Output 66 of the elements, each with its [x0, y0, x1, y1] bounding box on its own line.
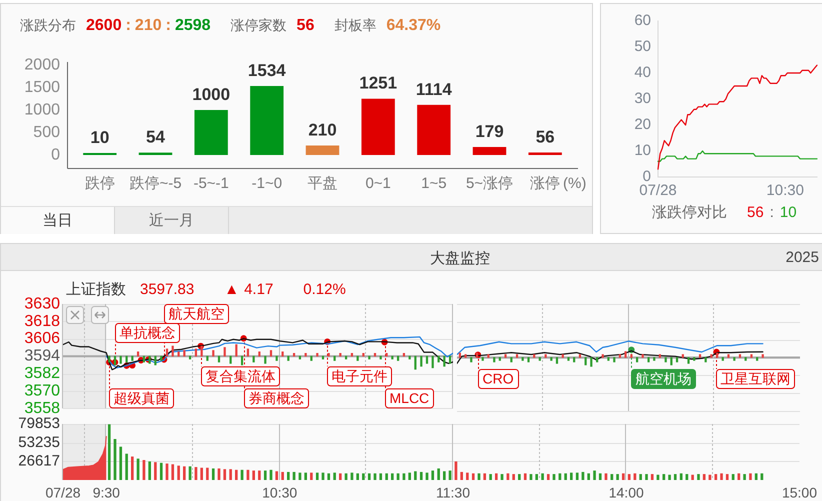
x-tick-label: 11:30	[436, 484, 470, 500]
annotation: 航天航空	[168, 305, 224, 322]
y-tick-label: 1500	[24, 78, 60, 96]
annotation: 券商概念	[248, 390, 304, 406]
y-tick-label: 3630	[24, 295, 60, 312]
data-label: 56	[536, 127, 555, 146]
y-tick-label: 3606	[24, 330, 60, 348]
annotation: 超级真菌	[114, 390, 170, 406]
annotation: 卫星互联网	[720, 370, 790, 386]
text: 涨跌停对比 56 : 10	[652, 204, 797, 221]
x-tick-label: 0~1	[365, 175, 391, 192]
annotation: CRO	[482, 370, 514, 386]
text: 上证指数 3597.83 ▲ 4.17 0.12%	[66, 281, 346, 298]
text: 涨停家数 56	[230, 17, 314, 35]
y-tick-label: 60	[634, 12, 651, 30]
x-tick-label: 1~5	[421, 175, 447, 192]
x-tick-label: -5~-1	[193, 175, 229, 192]
x-tick-label: 15:00	[782, 484, 818, 500]
data-label: 1534	[248, 60, 286, 80]
y-tick-label: 3558	[24, 400, 60, 417]
data-label: 1114	[416, 80, 452, 99]
annotation: 复合集流体	[206, 368, 276, 384]
x-tick-label: 跌停~-5	[129, 175, 182, 192]
y-tick-label: 1000	[24, 101, 60, 118]
data-label: 210	[308, 120, 337, 140]
x-tick-label: 5~涨停	[466, 175, 514, 192]
x-tick-label: 14:00	[608, 484, 644, 500]
y-tick-label: 40	[634, 64, 651, 82]
chart-title: 大盘监控	[430, 249, 490, 268]
annotation: 单抗概念	[120, 324, 176, 340]
text: 近一月	[149, 211, 194, 230]
x-tick-label: 07/28	[45, 484, 81, 500]
text: 当日	[42, 211, 72, 230]
y-tick-label: 3618	[24, 312, 60, 330]
y-tick-label: 10	[634, 142, 651, 160]
y-tick-label: 50	[634, 38, 651, 56]
x-tick-label: 平盘	[308, 175, 338, 192]
x-tick-label: 9:30	[92, 484, 120, 500]
data-label: 10	[90, 128, 110, 147]
data-label: 179	[475, 122, 504, 141]
y-tick-label: 3594	[24, 348, 60, 365]
x-tick-label: 跌停	[84, 175, 115, 192]
y-tick-label: 3582	[24, 365, 60, 382]
data-label: 1000	[192, 85, 230, 104]
text: 涨跌分布 2600 : 210 : 2598	[20, 17, 211, 35]
y-tick-label: 30	[634, 90, 651, 108]
text: 封板率 64.37%	[334, 17, 441, 35]
annotation: 电子元件	[332, 368, 388, 384]
y-tick-label: 79853	[18, 415, 60, 432]
data-label: 1251	[359, 74, 398, 93]
data-label: 54	[146, 128, 166, 147]
y-tick-label: 26617	[18, 452, 60, 470]
x-tick-label: 10:30	[262, 484, 298, 500]
x-tick-label: 涨停	[530, 175, 560, 192]
x-axis-title: (%)	[563, 175, 586, 192]
y-tick-label: 2000	[24, 56, 60, 74]
x-tick-label: 10:30	[766, 182, 804, 200]
y-tick-label: 500	[33, 124, 60, 141]
y-tick-label: 53235	[18, 434, 60, 451]
annotation: 航空机场	[636, 370, 692, 386]
y-tick-label: 3570	[24, 382, 60, 400]
text: 2025	[786, 249, 819, 266]
x-tick-label: -1~0	[252, 175, 282, 192]
annotation: MLCC	[390, 390, 430, 406]
y-tick-label: 20	[634, 116, 651, 134]
y-tick-label: 0	[51, 146, 60, 164]
